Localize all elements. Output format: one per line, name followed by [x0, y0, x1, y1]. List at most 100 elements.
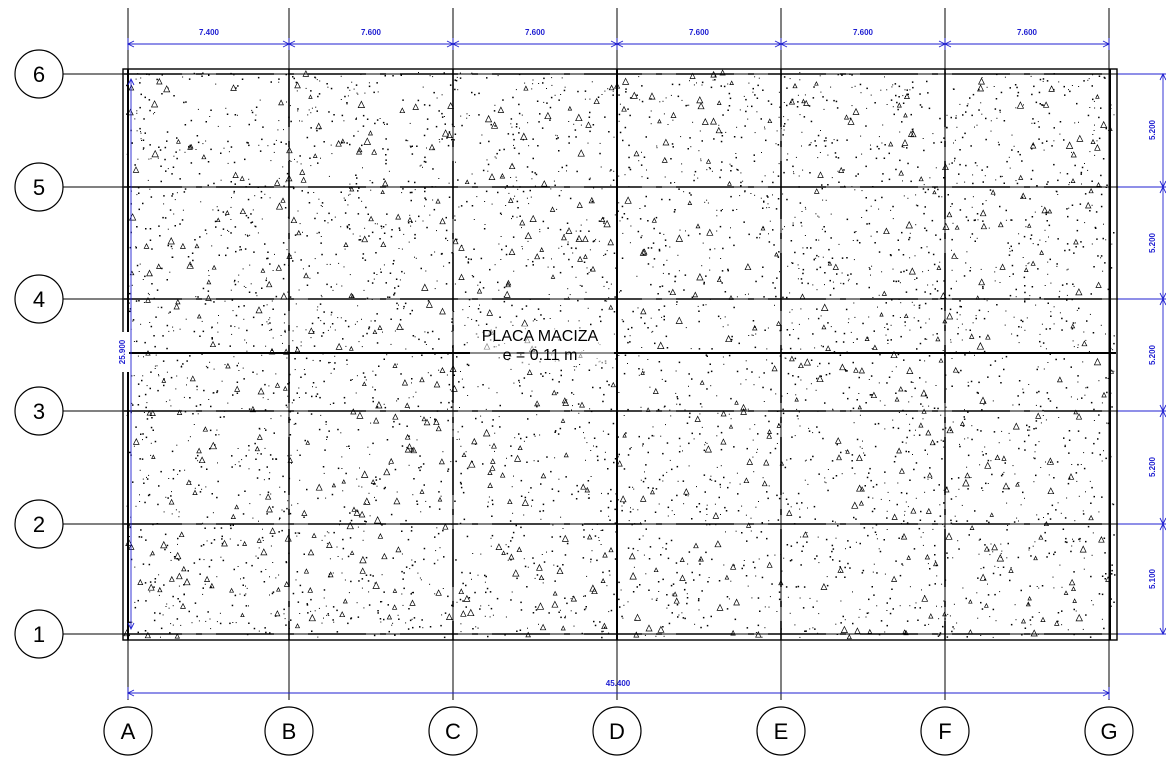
- hatch-speck: [535, 609, 538, 611]
- hatch-speck: [513, 475, 514, 477]
- hatch-speck: [362, 114, 365, 117]
- hatch-speck: [348, 592, 350, 594]
- hatch-speck: [370, 479, 376, 484]
- hatch-speck: [745, 98, 747, 101]
- hatch-speck: [526, 369, 533, 375]
- hatch-speck: [817, 536, 819, 538]
- hatch-speck: [259, 150, 262, 152]
- hatch-speck: [1028, 384, 1030, 385]
- hatch-speck: [626, 218, 629, 220]
- hatch-speck: [460, 486, 463, 489]
- hatch-speck: [489, 616, 491, 618]
- hatch-speck: [591, 81, 593, 83]
- hatch-speck: [613, 252, 616, 254]
- hatch-speck: [610, 408, 613, 411]
- hatch-speck: [424, 331, 426, 333]
- hatch-speck: [544, 372, 547, 374]
- hatch-speck: [523, 440, 525, 442]
- hatch-speck: [825, 199, 827, 201]
- hatch-speck: [872, 571, 874, 573]
- hatch-speck: [355, 84, 358, 86]
- hatch-speck: [666, 442, 669, 444]
- hatch-speck: [659, 101, 661, 103]
- hatch-speck: [701, 84, 703, 86]
- hatch-speck: [660, 554, 662, 556]
- hatch-speck: [787, 153, 789, 155]
- hatch-speck: [264, 447, 266, 449]
- hatch-speck: [243, 594, 246, 597]
- hatch-speck: [937, 407, 939, 410]
- hatch-speck: [447, 468, 450, 470]
- hatch-speck: [748, 233, 750, 236]
- hatch-speck: [458, 588, 465, 595]
- hatch-speck: [146, 476, 147, 478]
- hatch-speck: [730, 563, 737, 570]
- hatch-speck: [286, 357, 288, 359]
- hatch-speck: [571, 409, 572, 411]
- hatch-speck: [461, 124, 463, 127]
- hatch-speck: [546, 88, 547, 89]
- hatch-speck: [150, 442, 152, 444]
- hatch-speck: [964, 181, 966, 183]
- hatch-speck: [375, 476, 377, 478]
- hatch-speck: [456, 76, 458, 78]
- hatch-speck: [827, 261, 830, 264]
- hatch-speck: [515, 176, 517, 178]
- hatch-speck: [392, 557, 394, 559]
- hatch-speck: [311, 532, 317, 538]
- hatch-speck: [1097, 438, 1099, 440]
- hatch-speck: [951, 630, 953, 633]
- hatch-speck: [924, 394, 927, 396]
- hatch-speck: [494, 264, 496, 266]
- hatch-speck: [908, 238, 910, 241]
- hatch-speck: [592, 124, 595, 126]
- hatch-speck: [812, 333, 814, 335]
- hatch-speck: [589, 177, 591, 179]
- hatch-speck: [980, 102, 982, 104]
- hatch-speck: [708, 577, 710, 578]
- hatch-speck: [367, 130, 373, 136]
- hatch-speck: [440, 356, 443, 359]
- hatch-speck: [510, 177, 512, 178]
- hatch-speck: [918, 422, 924, 428]
- hatch-speck: [904, 514, 905, 516]
- hatch-speck: [179, 223, 181, 225]
- hatch-speck: [1004, 76, 1006, 78]
- hatch-speck: [663, 315, 665, 318]
- hatch-speck: [950, 519, 952, 522]
- hatch-speck: [799, 79, 801, 81]
- hatch-speck: [152, 429, 154, 431]
- hatch-speck: [202, 522, 204, 524]
- hatch-speck: [1029, 429, 1031, 431]
- hatch-speck: [767, 100, 770, 102]
- hatch-speck: [542, 257, 545, 259]
- hatch-speck: [331, 219, 333, 221]
- hatch-speck: [524, 565, 527, 568]
- hatch-speck: [330, 144, 332, 146]
- hatch-speck: [457, 179, 459, 181]
- hatch-speck: [658, 503, 660, 505]
- hatch-speck: [527, 122, 529, 124]
- hatch-speck: [781, 570, 783, 572]
- hatch-speck: [797, 94, 799, 96]
- hatch-speck: [179, 470, 181, 472]
- hatch-speck: [676, 403, 678, 405]
- hatch-speck: [833, 351, 836, 353]
- hatch-speck: [805, 459, 807, 461]
- hatch-speck: [848, 386, 851, 389]
- hatch-speck: [1089, 313, 1091, 315]
- hatch-speck: [752, 334, 754, 336]
- hatch-speck: [720, 140, 723, 143]
- hatch-speck: [148, 563, 151, 566]
- hatch-speck: [829, 556, 832, 558]
- hatch-speck: [302, 231, 303, 233]
- hatch-speck: [441, 116, 444, 118]
- hatch-speck: [383, 178, 385, 180]
- hatch-speck: [284, 618, 286, 620]
- hatch-speck: [827, 154, 829, 156]
- hatch-speck: [287, 395, 289, 397]
- hatch-speck: [684, 274, 687, 276]
- hatch-speck: [237, 85, 239, 87]
- hatch-speck: [720, 258, 722, 259]
- hatch-speck: [303, 272, 309, 279]
